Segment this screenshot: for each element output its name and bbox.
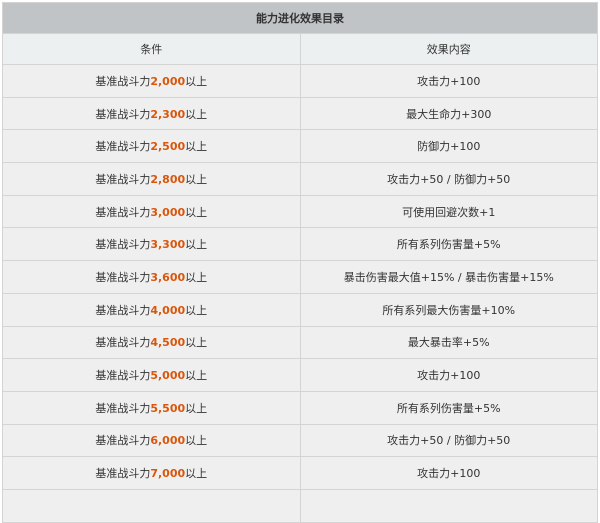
effect-cell: 暴击伤害最大值+15% / 暴击伤害量+15% bbox=[299, 260, 598, 294]
table-row: 基准战斗力4,000以上 所有系列最大伤害量+10% bbox=[2, 292, 598, 327]
condition-cell: 基准战斗力5,500以上 bbox=[2, 390, 301, 425]
condition-prefix: 基准战斗力 bbox=[95, 107, 151, 121]
table-row: 基准战斗力2,000以上 攻击力+100 bbox=[2, 64, 598, 98]
effect-cell: 所有系列伤害量+5% bbox=[299, 390, 598, 425]
condition-prefix: 基准战斗力 bbox=[95, 74, 151, 88]
condition-cell: 基准战斗力3,300以上 bbox=[2, 227, 301, 262]
condition-suffix: 以上 bbox=[185, 434, 208, 448]
power-value: 2,500 bbox=[150, 140, 186, 154]
table-row bbox=[2, 488, 598, 523]
condition-cell: 基准战斗力7,000以上 bbox=[2, 456, 301, 490]
condition-prefix: 基准战斗力 bbox=[95, 205, 151, 219]
condition-suffix: 以上 bbox=[185, 467, 208, 481]
table-row: 基准战斗力3,300以上 所有系列伤害量+5% bbox=[2, 227, 598, 262]
effect-cell: 所有系列伤害量+5% bbox=[299, 227, 598, 262]
effect-cell: 攻击力+100 bbox=[299, 456, 598, 490]
condition-suffix: 以上 bbox=[185, 107, 208, 121]
effect-cell: 攻击力+50 / 防御力+50 bbox=[299, 162, 598, 196]
table-row: 基准战斗力3,000以上 可使用回避次数+1 bbox=[2, 194, 598, 229]
condition-cell: 基准战斗力6,000以上 bbox=[2, 423, 301, 458]
header-effect: 效果内容 bbox=[299, 33, 598, 65]
power-value: 2,000 bbox=[150, 74, 186, 88]
condition-prefix: 基准战斗力 bbox=[95, 336, 151, 350]
condition-suffix: 以上 bbox=[185, 74, 208, 88]
power-value: 2,800 bbox=[150, 172, 186, 186]
condition-suffix: 以上 bbox=[185, 238, 208, 252]
power-value: 5,500 bbox=[150, 401, 186, 415]
table-row: 基准战斗力5,500以上 所有系列伤害量+5% bbox=[2, 390, 598, 425]
condition-cell: 基准战斗力2,000以上 bbox=[2, 64, 301, 98]
condition-suffix: 以上 bbox=[185, 140, 208, 154]
condition-suffix: 以上 bbox=[185, 336, 208, 350]
condition-cell: 基准战斗力3,000以上 bbox=[2, 194, 301, 229]
table-row: 基准战斗力3,600以上 暴击伤害最大值+15% / 暴击伤害量+15% bbox=[2, 260, 598, 294]
effect-cell: 可使用回避次数+1 bbox=[299, 194, 598, 229]
condition-suffix: 以上 bbox=[185, 303, 208, 317]
power-value: 4,500 bbox=[150, 336, 186, 350]
table-row: 基准战斗力7,000以上 攻击力+100 bbox=[2, 456, 598, 490]
effect-cell: 所有系列最大伤害量+10% bbox=[299, 292, 598, 327]
condition-prefix: 基准战斗力 bbox=[95, 172, 151, 186]
table-row: 基准战斗力5,000以上 攻击力+100 bbox=[2, 358, 598, 392]
condition-prefix: 基准战斗力 bbox=[95, 303, 151, 317]
condition-cell bbox=[2, 488, 301, 523]
effect-cell: 防御力+100 bbox=[299, 129, 598, 164]
table-row: 基准战斗力6,000以上 攻击力+50 / 防御力+50 bbox=[2, 423, 598, 458]
table-row: 基准战斗力2,500以上 防御力+100 bbox=[2, 129, 598, 164]
condition-suffix: 以上 bbox=[185, 172, 208, 186]
condition-prefix: 基准战斗力 bbox=[95, 140, 151, 154]
condition-cell: 基准战斗力2,800以上 bbox=[2, 162, 301, 196]
table-row: 基准战斗力4,500以上 最大暴击率+5% bbox=[2, 325, 598, 360]
table-title: 能力进化效果目录 bbox=[2, 2, 598, 34]
condition-prefix: 基准战斗力 bbox=[95, 467, 151, 481]
table-row: 基准战斗力2,300以上 最大生命力+300 bbox=[2, 96, 598, 131]
power-value: 3,600 bbox=[150, 270, 186, 284]
effect-cell bbox=[299, 488, 598, 523]
condition-cell: 基准战斗力4,000以上 bbox=[2, 292, 301, 327]
power-value: 3,300 bbox=[150, 238, 186, 252]
power-value: 5,000 bbox=[150, 369, 186, 383]
power-value: 4,000 bbox=[150, 303, 186, 317]
condition-prefix: 基准战斗力 bbox=[95, 270, 151, 284]
header-condition: 条件 bbox=[2, 33, 301, 65]
power-value: 7,000 bbox=[150, 467, 186, 481]
power-value: 2,300 bbox=[150, 107, 186, 121]
effect-cell: 最大生命力+300 bbox=[299, 96, 598, 131]
condition-prefix: 基准战斗力 bbox=[95, 434, 151, 448]
condition-cell: 基准战斗力2,300以上 bbox=[2, 96, 301, 131]
effect-cell: 攻击力+100 bbox=[299, 358, 598, 392]
condition-prefix: 基准战斗力 bbox=[95, 238, 151, 252]
condition-suffix: 以上 bbox=[185, 401, 208, 415]
condition-cell: 基准战斗力2,500以上 bbox=[2, 129, 301, 164]
condition-cell: 基准战斗力4,500以上 bbox=[2, 325, 301, 360]
condition-suffix: 以上 bbox=[185, 270, 208, 284]
effect-cell: 最大暴击率+5% bbox=[299, 325, 598, 360]
condition-prefix: 基准战斗力 bbox=[95, 369, 151, 383]
table-row: 基准战斗力2,800以上 攻击力+50 / 防御力+50 bbox=[2, 162, 598, 196]
effect-cell: 攻击力+100 bbox=[299, 64, 598, 98]
condition-suffix: 以上 bbox=[185, 369, 208, 383]
condition-cell: 基准战斗力3,600以上 bbox=[2, 260, 301, 294]
condition-suffix: 以上 bbox=[185, 205, 208, 219]
effect-cell: 攻击力+50 / 防御力+50 bbox=[299, 423, 598, 458]
power-value: 6,000 bbox=[150, 434, 186, 448]
condition-prefix: 基准战斗力 bbox=[95, 401, 151, 415]
condition-cell: 基准战斗力5,000以上 bbox=[2, 358, 301, 392]
power-value: 3,000 bbox=[150, 205, 186, 219]
